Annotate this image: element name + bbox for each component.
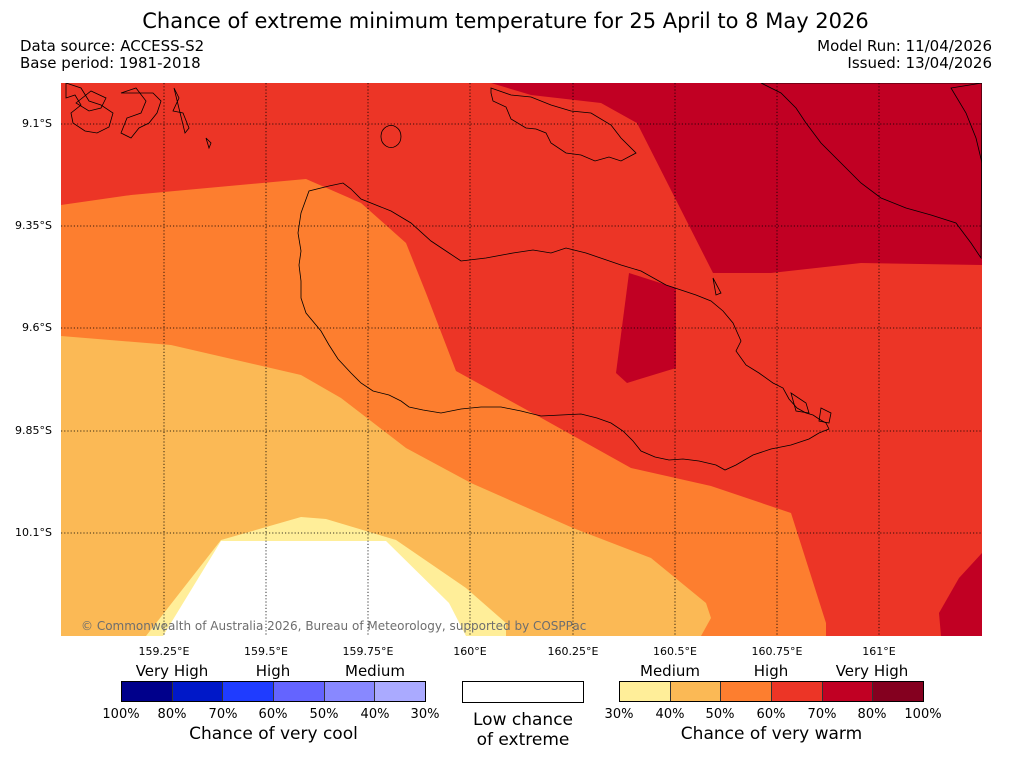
cool-tick: 70% [208,707,238,722]
warm-tick: 80% [857,707,887,722]
meta-left: Data source: ACCESS-S2 Base period: 1981… [20,38,204,72]
lon-label-160-5: 160.5°E [653,645,697,658]
base-period: Base period: 1981-2018 [20,54,201,72]
cool-tick: 100% [102,707,140,722]
warm-colorbar [619,681,924,702]
warm-tick: 100% [904,707,942,722]
lat-label-9-6: 9.6°S [22,321,52,334]
cool-tick: 80% [157,707,187,722]
region-low-chance [163,541,466,636]
warm-swatch [721,682,773,701]
cool-tick: 40% [360,707,390,722]
region-70-80-southeast [939,553,982,636]
region-70-80-northeast [491,83,982,273]
warm-swatch [873,682,924,701]
graticule [61,83,982,636]
warm-swatch [822,682,874,701]
lat-label-9-1: 9.1°S [22,117,52,130]
cool-legend-title: Chance of very cool [189,724,358,744]
coastline [65,83,982,471]
lon-label-161: 161°E [862,645,896,658]
cool-heading-very-high: Very High [135,662,209,680]
warm-tick: 60% [756,707,786,722]
cool-swatch [172,682,224,701]
cool-tick: 50% [309,707,339,722]
low-chance-line1: Low chance [473,710,573,730]
issued-date: Issued: 13/04/2026 [847,54,992,72]
warm-heading-very-high: Very High [835,662,909,680]
warm-heading-high: High [753,662,789,680]
map-panel[interactable] [61,83,982,636]
lon-label-160-25: 160.25°E [547,645,599,658]
cool-colorbar [121,681,426,702]
warm-tick: 70% [807,707,837,722]
lat-label-9-85: 9.85°S [15,424,52,437]
meta-right: Model Run: 11/04/2026 Issued: 13/04/2026 [817,38,992,72]
lon-label-160: 160°E [453,645,487,658]
low-chance-line2: of extreme [476,730,570,750]
cool-swatch [122,682,173,701]
warm-heading-medium: Medium [640,662,700,680]
warm-tick: 50% [705,707,735,722]
warm-tick: 30% [604,707,634,722]
cool-swatch [375,682,426,701]
cool-tick: 30% [410,707,440,722]
warm-tick: 40% [655,707,685,722]
cool-heading-medium: Medium [345,662,405,680]
cool-tick: 60% [258,707,288,722]
region-70-80-pocket [616,273,676,383]
lat-label-9-35: 9.35°S [15,219,52,232]
cool-heading-high: High [255,662,291,680]
lon-label-159-5: 159.5°E [244,645,288,658]
warm-swatch [670,682,722,701]
warm-swatch [772,682,823,701]
lon-label-160-75: 160.75°E [751,645,803,658]
lon-label-159-25: 159.25°E [138,645,190,658]
low-chance-swatch [462,681,584,703]
cool-swatch [274,682,325,701]
page-title: Chance of extreme minimum temperature fo… [142,9,869,33]
warm-swatch [620,682,671,701]
cool-swatch [223,682,275,701]
cool-swatch [324,682,376,701]
low-chance-label: Low chance of extreme [440,710,606,750]
copyright-notice: © Commonwealth of Australia 2026, Bureau… [81,619,587,633]
lat-label-10-1: 10.1°S [15,526,52,539]
data-source: Data source: ACCESS-S2 [20,37,205,55]
model-run: Model Run: 11/04/2026 [817,37,992,55]
warm-legend-title: Chance of very warm [680,724,863,744]
lon-label-159-75: 159.75°E [342,645,394,658]
